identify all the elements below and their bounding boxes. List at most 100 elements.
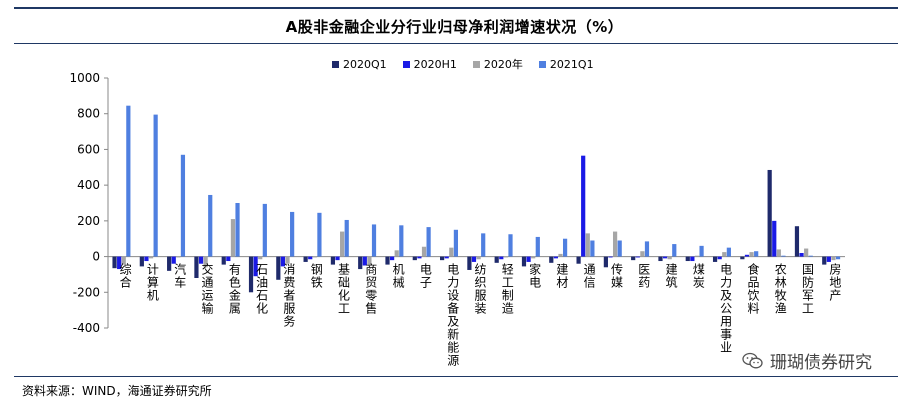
bar-2020-4: [230, 219, 236, 257]
bar-2021Q1-8: [344, 219, 349, 257]
bar-2020Q1-14: [494, 256, 499, 263]
bar-2020Q1-17: [576, 256, 581, 264]
bar-2020-7: [312, 256, 317, 258]
bar-2020H1-14: [499, 256, 504, 260]
bar-2020H1-5: [253, 256, 258, 277]
bar-2021Q1-23: [754, 251, 759, 257]
bar-2020-15: [531, 256, 536, 259]
x-category-label: 电子: [420, 263, 432, 290]
bar-2021Q1-13: [481, 233, 486, 257]
x-category-label: 医药: [638, 263, 650, 290]
x-category-label: 交通运输: [202, 262, 214, 316]
chart-title: A股非金融企业分行业归母净利润增速状况（%）: [285, 18, 624, 36]
x-category-label: 建筑: [666, 263, 678, 290]
x-category-label: 通信: [584, 263, 596, 290]
bar-2020-13: [476, 256, 481, 260]
bar-2020Q1-2: [167, 256, 172, 271]
title-rule: [14, 43, 898, 44]
bar-2020H1-7: [308, 256, 313, 260]
bar-2020H1-12: [444, 256, 449, 259]
bar-2020-1: [148, 256, 154, 259]
y-tick-label: 400: [77, 178, 100, 192]
y-tick-label: 200: [77, 214, 100, 228]
bar-2020-17: [585, 233, 590, 257]
bar-2020H1-2: [171, 256, 176, 264]
bar-2020Q1-11: [412, 256, 417, 261]
legend-swatch-2021q1: [538, 60, 546, 68]
x-category-label: 建材: [556, 263, 568, 290]
x-category-label: 国防军工: [802, 263, 814, 316]
bar-2020H1-11: [417, 256, 422, 259]
bar-2020H1-1: [144, 256, 149, 262]
legend-label-2021q1: 2021Q1: [549, 57, 594, 71]
bar-2021Q1-4: [235, 203, 240, 257]
legend-swatch-2020h1: [402, 60, 410, 68]
legend-swatch-2020q1: [332, 60, 339, 68]
bar-2020-23: [749, 252, 754, 257]
legend-item-2020q1: 2020Q1: [332, 58, 387, 71]
bar-2020Q1-9: [358, 256, 363, 270]
bar-2020-14: [503, 256, 508, 258]
bar-2021Q1-0: [126, 105, 131, 257]
x-category-label: 汽车: [174, 262, 186, 290]
bar-2020Q1-7: [303, 256, 308, 262]
bar-2020Q1-5: [248, 256, 254, 293]
bar-2021Q1-12: [453, 229, 459, 257]
bar-2021Q1-20: [672, 244, 677, 257]
bar-2021Q1-10: [399, 225, 404, 257]
bar-2021Q1-19: [644, 241, 650, 257]
x-category-label: 煤炭: [693, 263, 705, 290]
x-category-label: 计算机: [147, 263, 159, 303]
bar-2020Q1-13: [467, 256, 472, 270]
bar-2020-22: [722, 252, 727, 257]
bar-2020-8: [340, 231, 345, 257]
x-category-label: 机械: [393, 263, 405, 290]
y-tick-label: -200: [73, 285, 100, 299]
bar-2020H1-8: [335, 256, 340, 261]
watermark: 珊瑚债券研究: [742, 348, 872, 373]
x-category-label: 基础化工: [338, 263, 350, 316]
legend-item-2020: 2020年: [472, 56, 523, 72]
bar-2020Q1-16: [549, 256, 554, 263]
bar-2020Q1-3: [194, 256, 199, 278]
x-category-label: 农林牧渔: [775, 263, 787, 316]
x-category-label: 家电: [529, 262, 541, 290]
bar-2020-12: [449, 247, 454, 257]
bar-2021Q1-21: [699, 245, 704, 257]
x-category-label: 消费者服务: [283, 263, 295, 329]
bar-2021Q1-16: [562, 238, 568, 257]
bar-2020H1-18: [608, 256, 613, 258]
x-category-label: 传媒: [611, 262, 623, 290]
bar-2021Q1-24: [781, 255, 786, 257]
bar-2020H1-21: [690, 256, 695, 262]
bar-2020H1-16: [553, 256, 558, 259]
bar-2020Q1-8: [330, 256, 336, 265]
bar-2020-5: [258, 256, 263, 260]
bar-2020Q1-1: [139, 256, 144, 267]
bar-2021Q1-25: [808, 255, 813, 257]
bar-2020Q1-22: [712, 256, 718, 262]
legend-item-2020h1: 2020H1: [402, 57, 457, 71]
bar-2020Q1-20: [658, 256, 663, 262]
x-category-label: 商贸零售: [365, 262, 377, 316]
bar-2021Q1-2: [180, 154, 186, 257]
x-category-label: 有色金属: [229, 263, 241, 316]
bar-2020H1-19: [635, 256, 640, 258]
top-rule: [14, 7, 898, 9]
bar-2020H1-10: [390, 256, 395, 261]
bar-2021Q1-26: [835, 256, 841, 260]
x-category-label: 纺织服装: [474, 263, 486, 316]
bar-2021Q1-5: [262, 203, 267, 257]
bar-2020Q1-15: [521, 256, 527, 267]
bar-2020H1-3: [198, 256, 204, 264]
bar-2021Q1-14: [508, 234, 513, 257]
x-category-label: 石油石化: [256, 263, 268, 316]
bar-2020Q1-4: [221, 256, 226, 265]
legend-label-2020h1: 2020H1: [413, 57, 457, 71]
bar-2020Q1-26: [822, 256, 827, 265]
y-tick-label: 1000: [69, 71, 100, 85]
bar-2020Q1-12: [440, 256, 445, 261]
source-note: 资料来源：WIND，海通证券研究所: [22, 384, 212, 398]
bar-2020H1-24: [772, 220, 777, 257]
bar-2021Q1-11: [426, 227, 431, 257]
